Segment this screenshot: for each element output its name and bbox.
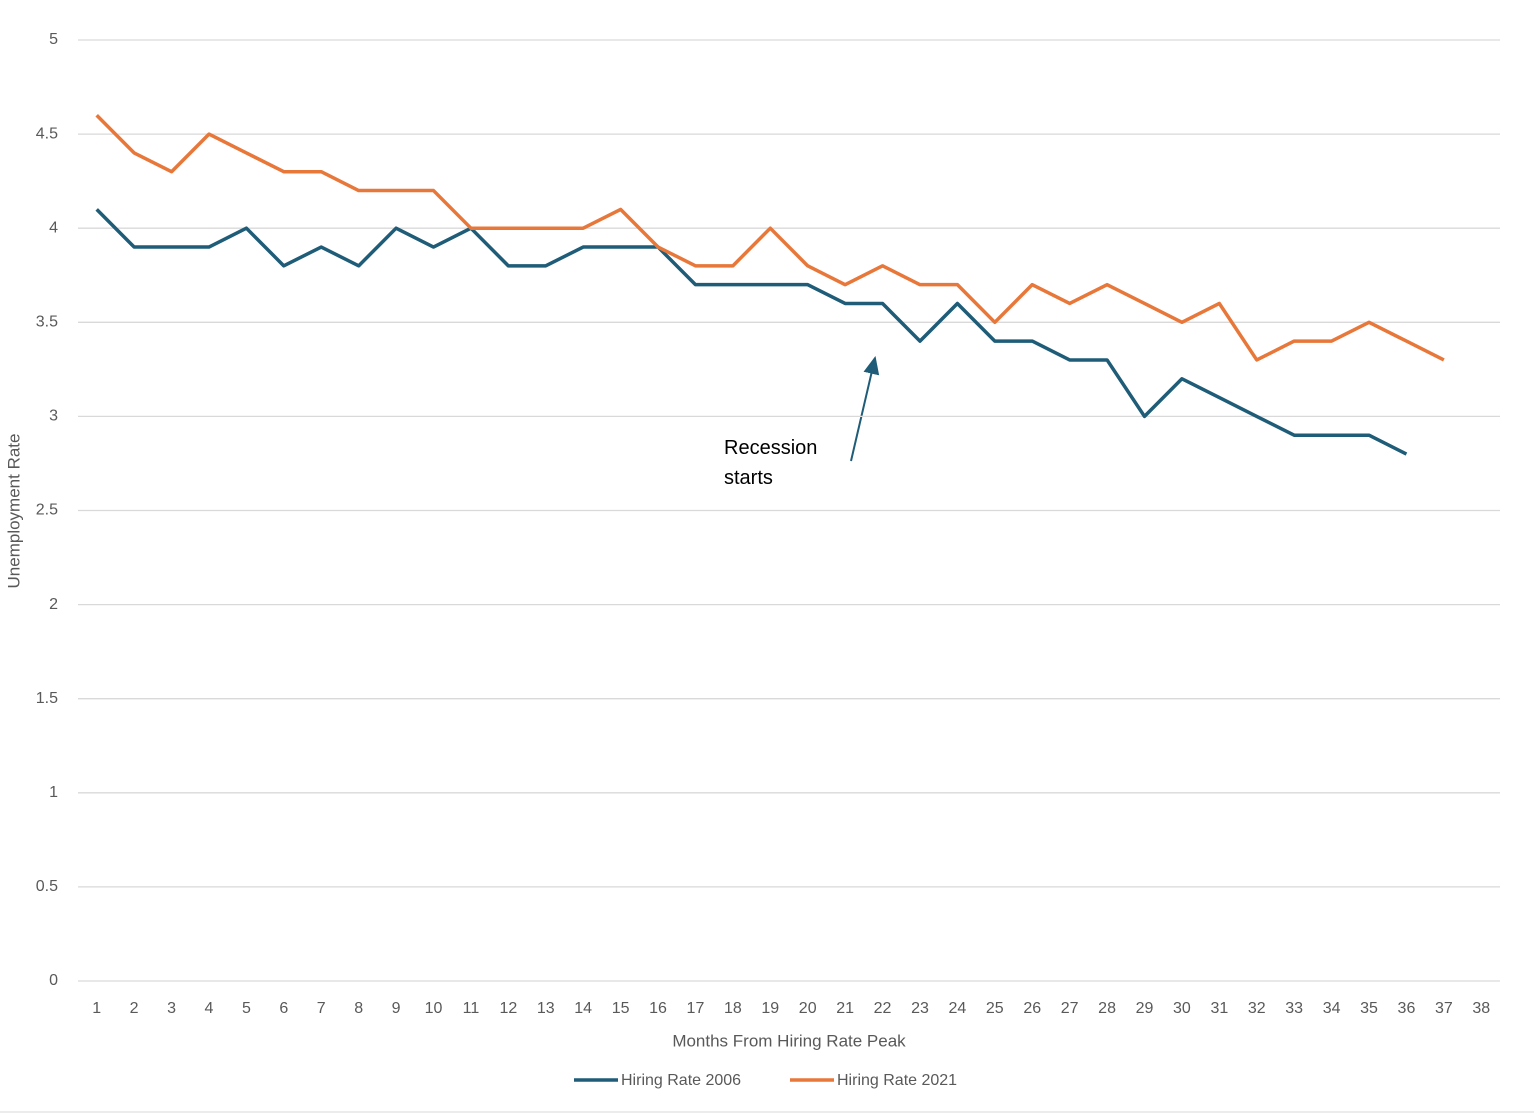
x-tick-label: 14 [574, 1000, 592, 1017]
x-tick-label: 8 [354, 1000, 363, 1017]
x-tick-label: 30 [1173, 1000, 1191, 1017]
y-tick-label: 2 [49, 596, 58, 613]
y-tick-label: 2.5 [36, 502, 58, 519]
x-tick-label: 29 [1136, 1000, 1154, 1017]
x-tick-label: 16 [649, 1000, 667, 1017]
y-tick-label: 5 [49, 31, 58, 48]
annotation-arrow [850, 356, 880, 462]
x-tick-label: 31 [1210, 1000, 1228, 1017]
x-tick-label: 3 [167, 1000, 176, 1017]
x-tick-label: 9 [392, 1000, 401, 1017]
x-tick-label: 11 [463, 1000, 480, 1017]
x-tick-label: 13 [537, 1000, 555, 1017]
x-tick-label: 17 [687, 1000, 705, 1017]
y-tick-label: 3 [49, 408, 58, 425]
x-tick-label: 33 [1285, 1000, 1303, 1017]
x-tick-label: 25 [986, 1000, 1004, 1017]
x-tick-label: 34 [1323, 1000, 1341, 1017]
x-tick-label: 32 [1248, 1000, 1266, 1017]
y-tick-label: 0.5 [36, 878, 58, 895]
y-axis-title: Unemployment Rate [4, 434, 23, 589]
x-tick-label: 4 [205, 1000, 214, 1017]
x-tick-label: 21 [836, 1000, 854, 1017]
legend-label: Hiring Rate 2006 [621, 1072, 741, 1089]
y-tick-label: 1 [49, 784, 58, 801]
x-tick-label: 26 [1023, 1000, 1041, 1017]
x-tick-label: 12 [499, 1000, 517, 1017]
y-tick-label: 3.5 [36, 314, 58, 331]
x-tick-label: 35 [1360, 1000, 1378, 1017]
x-tick-label: 6 [279, 1000, 288, 1017]
x-tick-label: 1 [92, 1000, 101, 1017]
line-series [95, 208, 1408, 456]
x-tick-label: 37 [1435, 1000, 1453, 1017]
x-tick-label: 15 [612, 1000, 630, 1017]
x-tick-label: 5 [242, 1000, 251, 1017]
y-tick-label: 0 [49, 972, 58, 989]
x-tick-label: 10 [425, 1000, 443, 1017]
x-tick-label: 20 [799, 1000, 817, 1017]
y-tick-label: 4 [49, 219, 58, 236]
x-tick-label: 22 [874, 1000, 892, 1017]
y-tick-label: 1.5 [36, 690, 58, 707]
x-tick-label: 18 [724, 1000, 742, 1017]
line-series [95, 114, 1445, 362]
x-tick-label: 2 [130, 1000, 139, 1017]
x-tick-label: 27 [1061, 1000, 1079, 1017]
x-tick-label: 23 [911, 1000, 929, 1017]
x-axis-title: Months From Hiring Rate Peak [672, 1031, 906, 1050]
x-tick-label: 19 [761, 1000, 779, 1017]
annotation: Recession starts [724, 437, 818, 489]
x-tick-label: 24 [948, 1000, 966, 1017]
x-tick-label: 36 [1398, 1000, 1416, 1017]
legend-label: Hiring Rate 2021 [837, 1072, 957, 1089]
y-tick-label: 4.5 [36, 125, 58, 142]
x-tick-label: 38 [1472, 1000, 1490, 1017]
x-tick-label: 7 [317, 1000, 326, 1017]
x-tick-label: 28 [1098, 1000, 1116, 1017]
